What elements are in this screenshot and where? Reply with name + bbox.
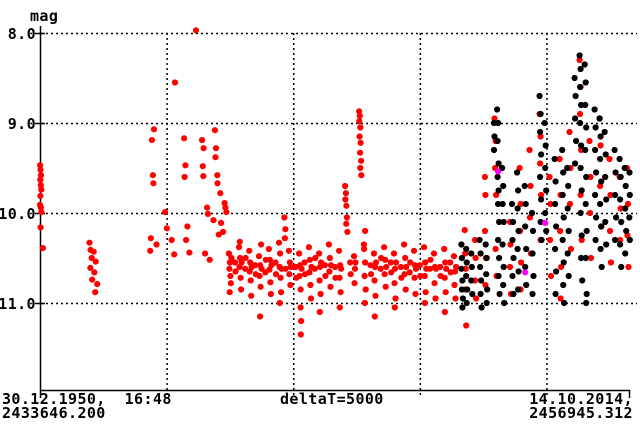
y-tick-label-9: 9.0 <box>8 115 36 133</box>
x-min-jd-label: 2433646.200 <box>2 404 106 422</box>
x-max-date-label: 14.10.2014, <box>529 390 633 408</box>
grid-lines <box>41 32 637 397</box>
y-tick-label-8: 8.0 <box>8 25 36 43</box>
x-min-date-label: 30.12.1950, 16:48 <box>2 390 172 408</box>
y-axis-title: mag <box>30 7 58 25</box>
y-tick-label-11: 11.0 <box>0 295 36 313</box>
y-tick-label-10: 10.0 <box>0 205 36 223</box>
delta-t-label: deltaT=5000 <box>280 390 384 408</box>
axes <box>35 26 631 398</box>
data-points <box>36 27 633 338</box>
x-max-jd-label: 2456945.312 <box>529 404 633 422</box>
